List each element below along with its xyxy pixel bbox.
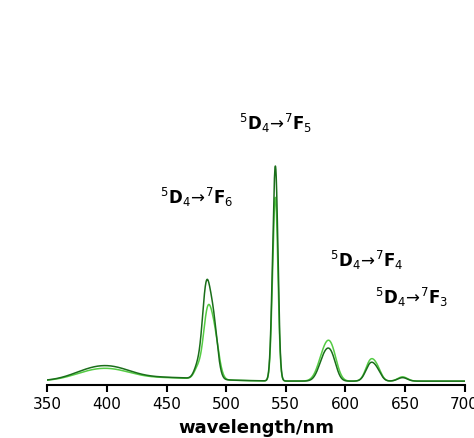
Text: $^5$D$_4\!\to\!$$^7$F$_3$: $^5$D$_4\!\to\!$$^7$F$_3$ <box>375 286 448 310</box>
X-axis label: wavelength/nm: wavelength/nm <box>178 419 334 437</box>
Text: $^5$D$_4\!\to\!$$^7$F$_6$: $^5$D$_4\!\to\!$$^7$F$_6$ <box>160 186 233 209</box>
Text: $^5$D$_4\!\to\!$$^7$F$_5$: $^5$D$_4\!\to\!$$^7$F$_5$ <box>238 112 311 135</box>
Text: $^5$D$_4\!\to\!$$^7$F$_4$: $^5$D$_4\!\to\!$$^7$F$_4$ <box>330 249 403 272</box>
